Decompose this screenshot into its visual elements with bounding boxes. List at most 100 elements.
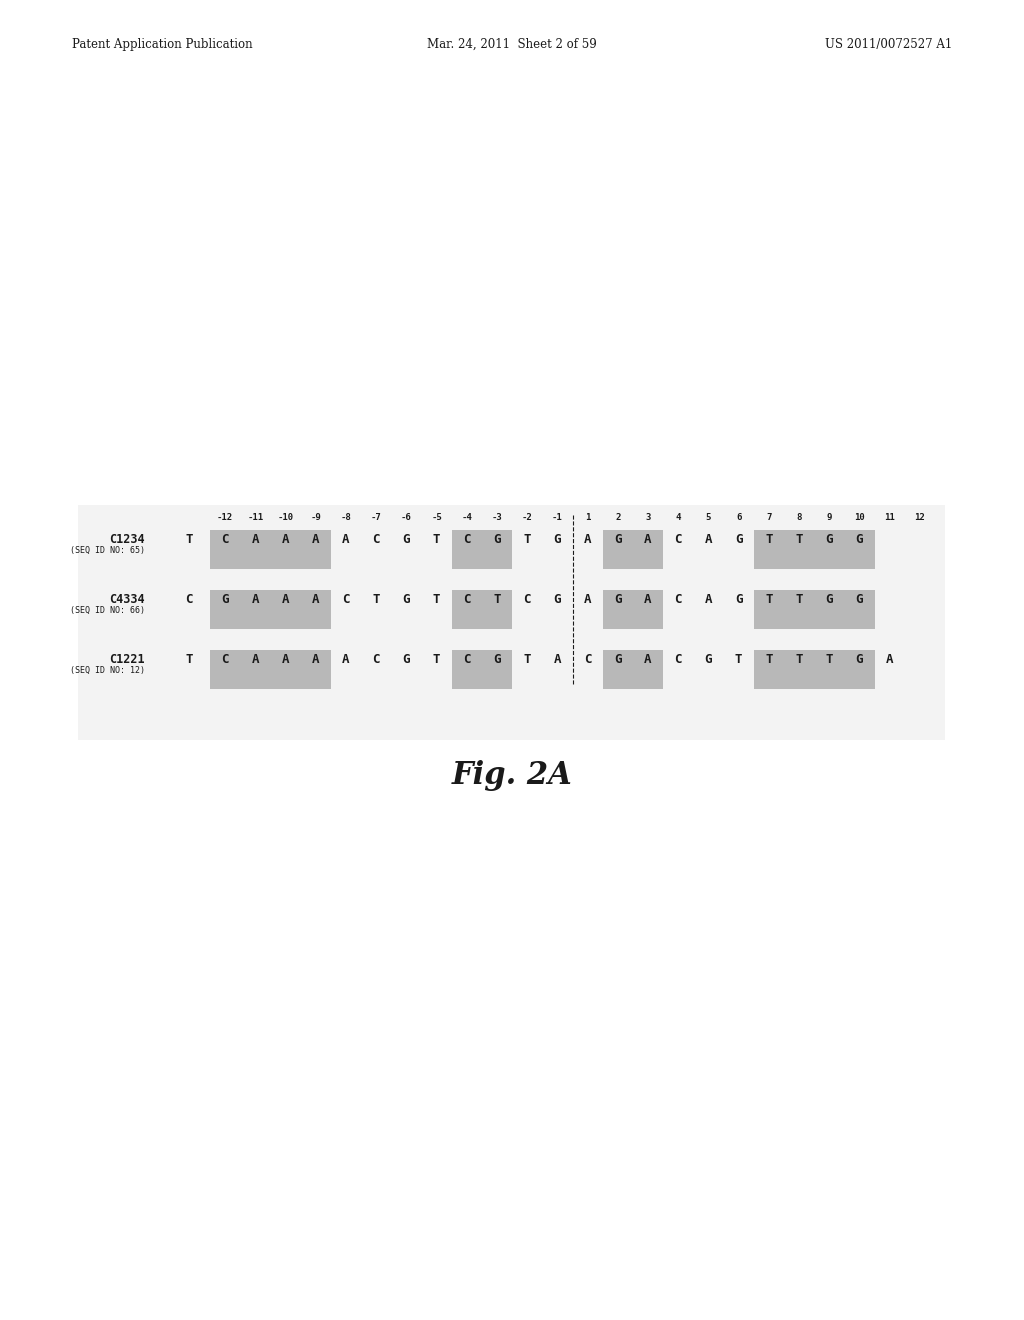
- Text: C4334: C4334: [110, 593, 145, 606]
- Text: C: C: [584, 653, 591, 667]
- Bar: [452, 531, 512, 569]
- Text: C: C: [373, 533, 380, 546]
- Text: G: G: [825, 533, 833, 546]
- Text: G: G: [856, 653, 863, 667]
- Text: T: T: [494, 593, 501, 606]
- Text: C: C: [463, 593, 470, 606]
- Text: G: G: [614, 593, 622, 606]
- Text: A: A: [886, 653, 893, 667]
- Text: 1: 1: [585, 513, 590, 521]
- Text: -12: -12: [217, 513, 233, 521]
- Text: T: T: [185, 653, 193, 667]
- Text: A: A: [554, 653, 561, 667]
- Text: G: G: [856, 533, 863, 546]
- Text: A: A: [705, 593, 712, 606]
- Text: T: T: [735, 653, 742, 667]
- Text: C: C: [463, 653, 470, 667]
- Bar: [754, 590, 874, 630]
- Text: T: T: [825, 653, 833, 667]
- Text: -7: -7: [371, 513, 382, 521]
- Bar: [603, 531, 664, 569]
- Text: A: A: [312, 593, 319, 606]
- Text: A: A: [252, 653, 259, 667]
- Text: -4: -4: [462, 513, 472, 521]
- Text: C: C: [373, 653, 380, 667]
- Text: A: A: [342, 653, 349, 667]
- Text: Patent Application Publication: Patent Application Publication: [72, 38, 253, 51]
- Text: T: T: [373, 593, 380, 606]
- Bar: [210, 531, 331, 569]
- Text: C: C: [523, 593, 530, 606]
- Text: (SEQ ID NO: 65): (SEQ ID NO: 65): [70, 546, 145, 554]
- Text: -8: -8: [341, 513, 351, 521]
- Text: -10: -10: [278, 513, 294, 521]
- Text: 5: 5: [706, 513, 711, 521]
- Text: C: C: [675, 653, 682, 667]
- Text: A: A: [342, 533, 349, 546]
- Text: A: A: [252, 593, 259, 606]
- Text: T: T: [523, 653, 530, 667]
- Text: A: A: [282, 653, 289, 667]
- Text: 11: 11: [885, 513, 895, 521]
- Text: 4: 4: [676, 513, 681, 521]
- Text: 6: 6: [736, 513, 741, 521]
- Text: (SEQ ID NO: 12): (SEQ ID NO: 12): [70, 667, 145, 675]
- Text: G: G: [735, 593, 742, 606]
- Text: C: C: [221, 533, 228, 546]
- Bar: [452, 649, 512, 689]
- Text: 10: 10: [854, 513, 865, 521]
- Text: A: A: [252, 533, 259, 546]
- Bar: [210, 590, 331, 630]
- Text: G: G: [705, 653, 712, 667]
- Text: C: C: [342, 593, 349, 606]
- Text: A: A: [644, 533, 651, 546]
- Text: -1: -1: [552, 513, 563, 521]
- Text: G: G: [856, 593, 863, 606]
- Text: T: T: [433, 593, 440, 606]
- Bar: [210, 649, 331, 689]
- Text: A: A: [644, 653, 651, 667]
- Text: C: C: [185, 593, 193, 606]
- Bar: [754, 649, 874, 689]
- Text: 2: 2: [615, 513, 621, 521]
- Text: US 2011/0072527 A1: US 2011/0072527 A1: [824, 38, 952, 51]
- Text: T: T: [185, 533, 193, 546]
- Text: A: A: [705, 533, 712, 546]
- Text: T: T: [796, 593, 803, 606]
- Text: G: G: [735, 533, 742, 546]
- Text: T: T: [765, 533, 772, 546]
- Text: C: C: [675, 533, 682, 546]
- Bar: [452, 590, 512, 630]
- Text: T: T: [523, 533, 530, 546]
- Text: G: G: [825, 593, 833, 606]
- Text: C1234: C1234: [110, 533, 145, 546]
- Text: Fig. 2A: Fig. 2A: [452, 760, 572, 791]
- Text: 9: 9: [826, 513, 831, 521]
- Text: 7: 7: [766, 513, 771, 521]
- Bar: [754, 531, 874, 569]
- Text: -9: -9: [310, 513, 322, 521]
- Text: G: G: [554, 593, 561, 606]
- Text: G: G: [221, 593, 228, 606]
- Text: G: G: [614, 533, 622, 546]
- Text: G: G: [554, 533, 561, 546]
- Text: -3: -3: [492, 513, 503, 521]
- Text: A: A: [312, 533, 319, 546]
- Text: -11: -11: [247, 513, 263, 521]
- Text: G: G: [494, 533, 501, 546]
- Text: 3: 3: [645, 513, 650, 521]
- Text: C1221: C1221: [110, 653, 145, 667]
- Text: C: C: [675, 593, 682, 606]
- Text: T: T: [433, 533, 440, 546]
- Text: T: T: [765, 653, 772, 667]
- Text: G: G: [614, 653, 622, 667]
- Text: T: T: [433, 653, 440, 667]
- Bar: [78, 506, 945, 741]
- Text: -5: -5: [431, 513, 442, 521]
- Text: 8: 8: [797, 513, 802, 521]
- Text: A: A: [644, 593, 651, 606]
- Text: A: A: [312, 653, 319, 667]
- Text: G: G: [402, 593, 410, 606]
- Text: G: G: [402, 653, 410, 667]
- Text: -6: -6: [401, 513, 412, 521]
